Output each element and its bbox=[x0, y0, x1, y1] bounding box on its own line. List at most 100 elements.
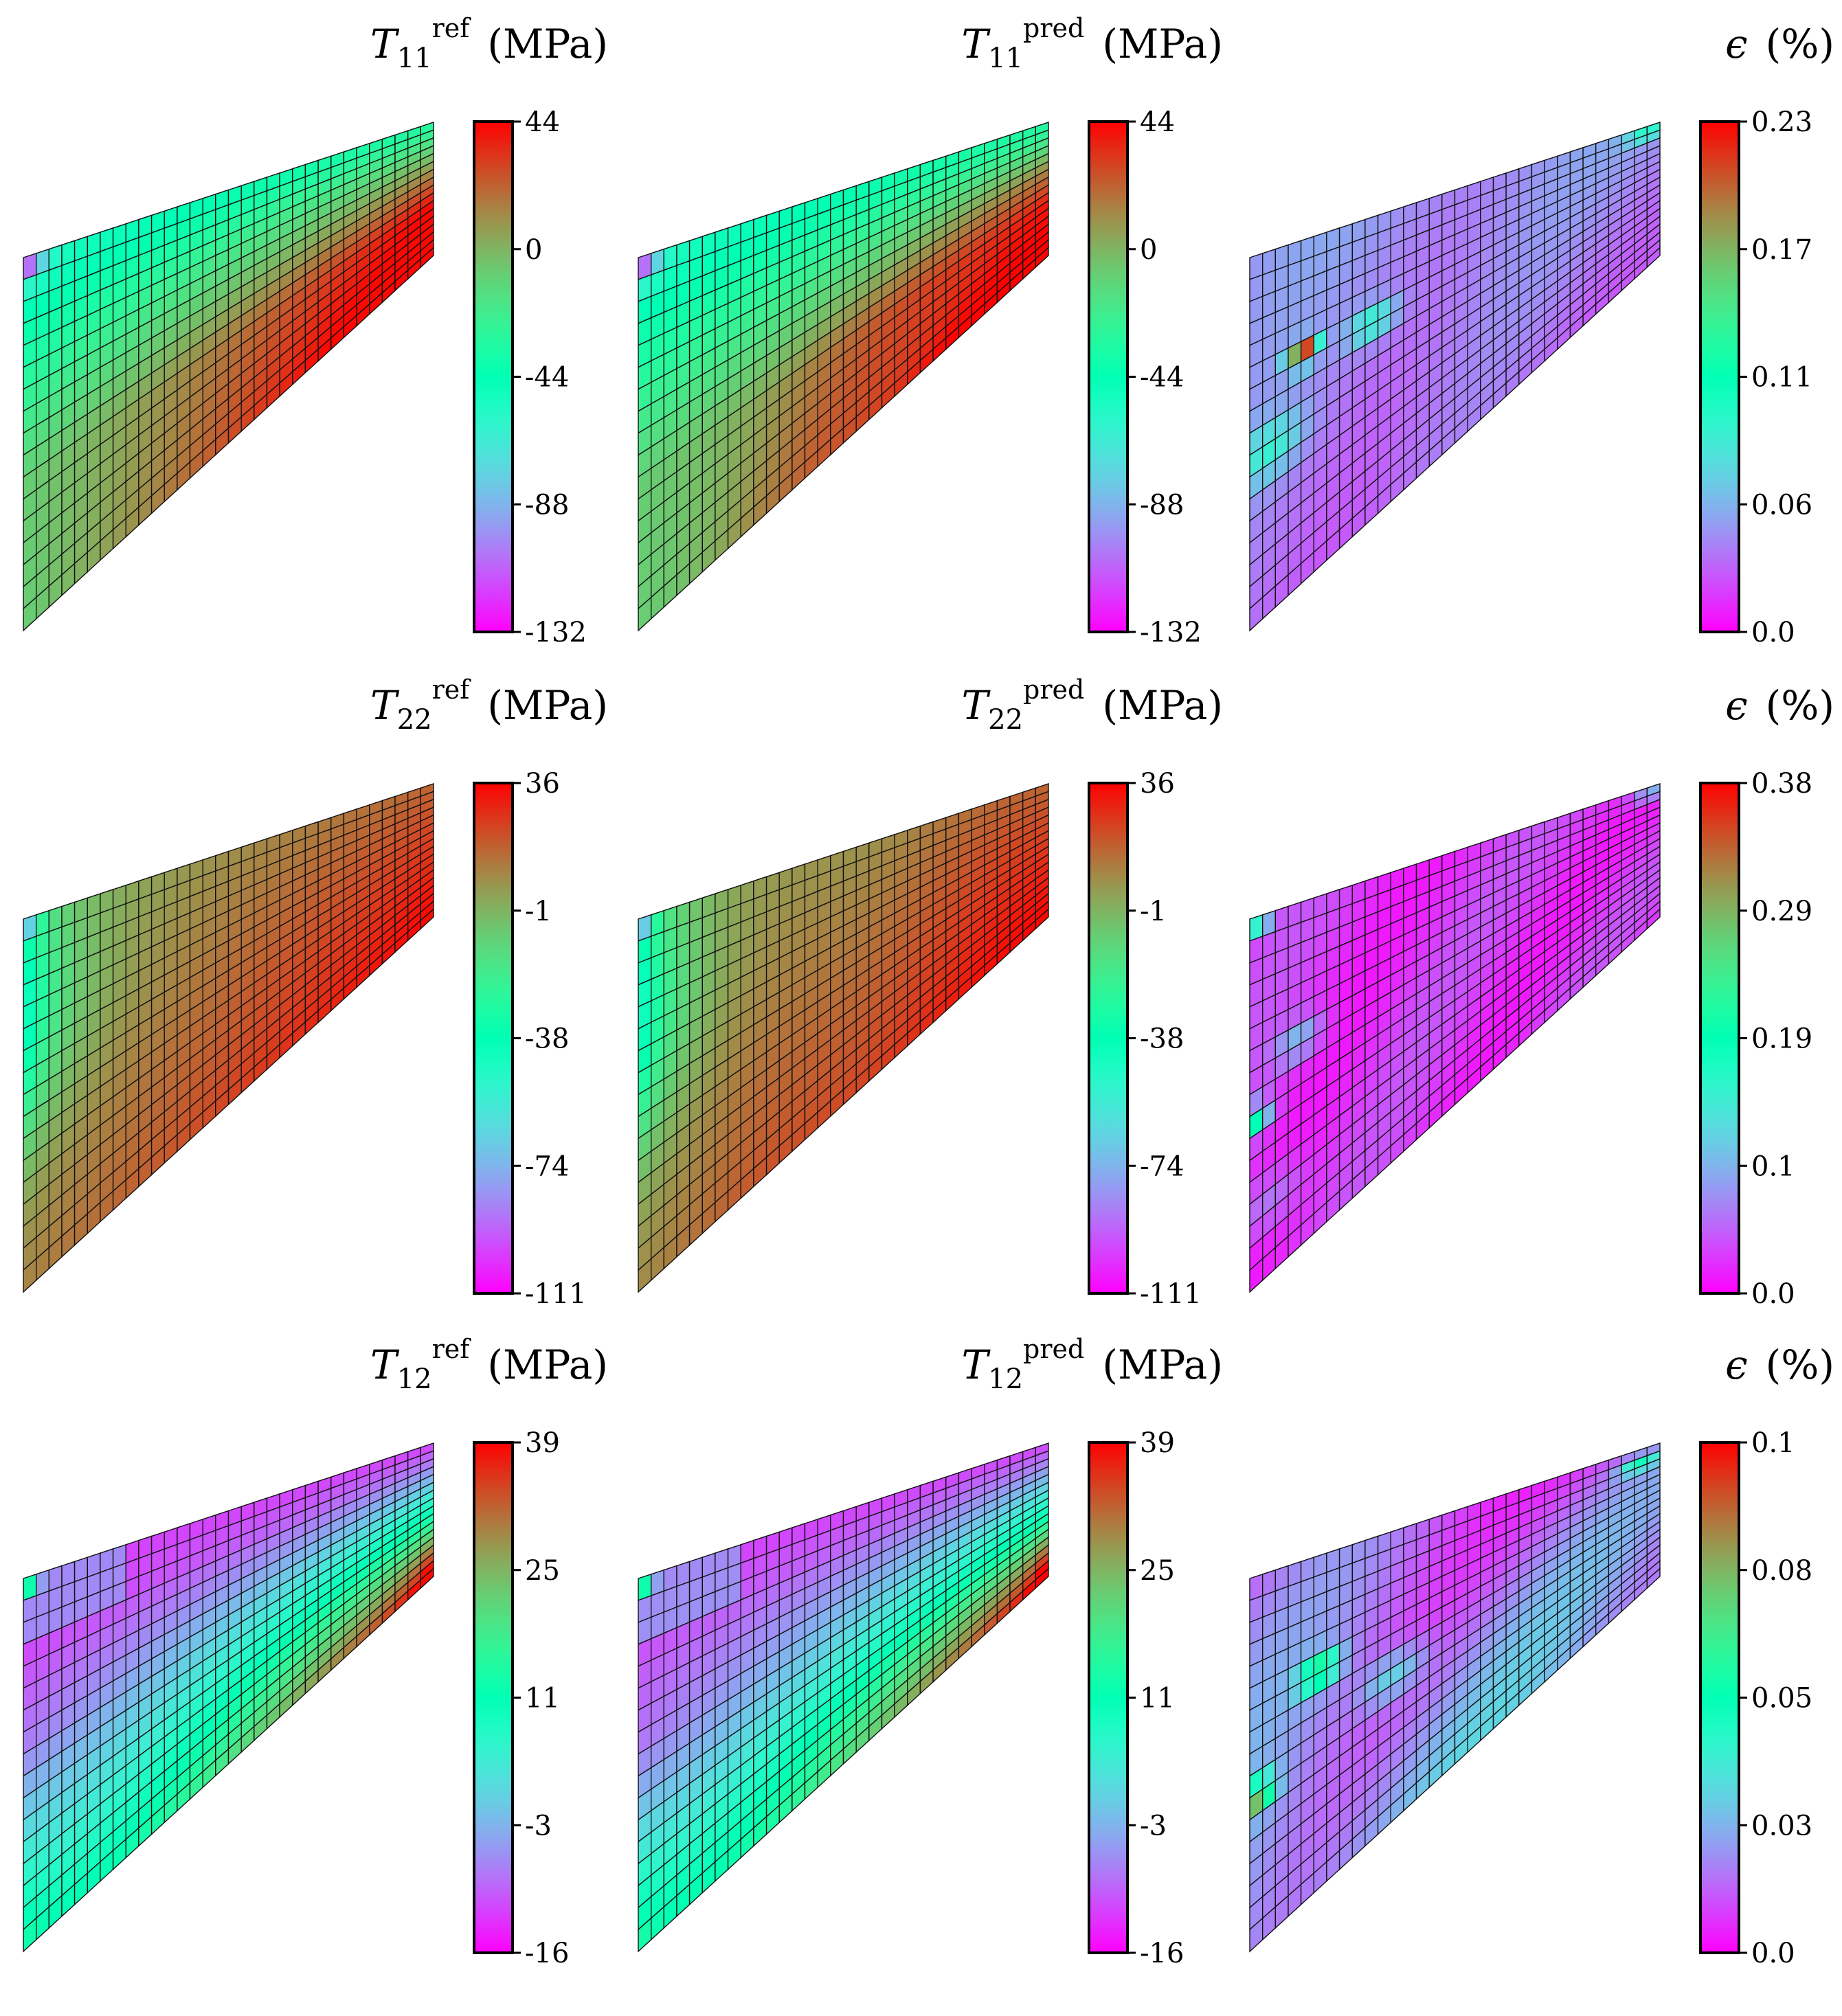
mesh-T11_ref bbox=[23, 122, 434, 632]
mesh-T22_pred bbox=[638, 783, 1049, 1293]
title-symbol: T bbox=[370, 682, 397, 729]
colorbar-tick-label: -44 bbox=[1140, 362, 1184, 394]
mesh-T22_ref bbox=[23, 783, 434, 1293]
mesh-cell bbox=[1646, 247, 1661, 269]
colorbar-T11_pred: 44 0 -44 -88 -132 bbox=[1088, 106, 1202, 648]
title-unit: (MPa) bbox=[487, 21, 608, 67]
colorbar-tick-label: 0 bbox=[525, 234, 542, 266]
colorbar-gradient bbox=[473, 782, 514, 1295]
panel-T22_ref: 36-1-38-74-111 bbox=[23, 768, 587, 1310]
colorbar-tick-label: 0.38 bbox=[1751, 768, 1812, 800]
panel-title: T22ref (MPa) bbox=[370, 675, 608, 736]
colorbar-tick-label: -111 bbox=[1140, 1278, 1202, 1310]
colorbar-tick-label: -16 bbox=[525, 1938, 569, 1969]
panel-title: ϵ (%) bbox=[1725, 21, 1834, 67]
mesh-cell bbox=[420, 247, 434, 269]
colorbar-tick-label: 11 bbox=[1140, 1683, 1175, 1714]
colorbar-tick-label: 44 bbox=[525, 106, 560, 138]
colorbar-tick-label: 0.19 bbox=[1751, 1023, 1812, 1055]
colorbar-err22: 0.380.290.190.10.0 bbox=[1699, 768, 1812, 1310]
title-symbol: T bbox=[961, 1341, 989, 1388]
colorbar-tick-label: -88 bbox=[525, 489, 569, 521]
colorbar-tick-label: -74 bbox=[525, 1151, 569, 1182]
title-superscript: pred bbox=[1023, 13, 1085, 43]
colorbar-tick-label: -3 bbox=[1140, 1810, 1167, 1842]
colorbar-tick-label: 0.1 bbox=[1751, 1151, 1795, 1182]
colorbar-gradient bbox=[1699, 120, 1740, 633]
colorbar-tick-label: 25 bbox=[525, 1555, 560, 1587]
title-subscript: 22 bbox=[396, 704, 432, 736]
title-superscript: ref bbox=[431, 13, 470, 43]
colorbar-gradient bbox=[473, 1441, 514, 1954]
title-subscript: 11 bbox=[396, 43, 432, 74]
panel-err11: 0.230.170.110.060.0 bbox=[1249, 106, 1812, 648]
colorbar-tick-label: 0.06 bbox=[1751, 489, 1812, 521]
mesh-T12_pred bbox=[638, 1442, 1049, 1953]
colorbar-tick-label: -1 bbox=[1140, 896, 1167, 927]
title-superscript: pred bbox=[1023, 675, 1085, 705]
colorbar-tick-label: 36 bbox=[1140, 768, 1175, 800]
mesh-T11_pred bbox=[638, 122, 1049, 632]
mesh-T12_ref bbox=[23, 1442, 434, 1953]
colorbar-tick-label: 0.0 bbox=[1751, 617, 1795, 648]
panel-title: T12pred (MPa) bbox=[961, 1334, 1223, 1395]
mesh-cell bbox=[1035, 1567, 1049, 1589]
title-subscript: 12 bbox=[988, 1363, 1024, 1395]
colorbar-T12_ref: 39 25 11 -3 -16 bbox=[473, 1427, 569, 1969]
colorbar-tick-label: -132 bbox=[1140, 617, 1202, 648]
title-subscript: 11 bbox=[988, 43, 1024, 74]
colorbar-tick-label: 0 bbox=[1140, 234, 1157, 266]
panel-title: T11pred (MPa) bbox=[961, 13, 1223, 74]
panel-err22: 0.380.290.190.10.0 bbox=[1249, 768, 1812, 1310]
mesh-cell bbox=[420, 908, 434, 930]
colorbar-tick-label: -1 bbox=[525, 896, 552, 927]
colorbar-tick-label: -132 bbox=[525, 617, 587, 648]
panel-title: ϵ (%) bbox=[1725, 682, 1834, 729]
colorbar-tick-label: -3 bbox=[525, 1810, 552, 1842]
colorbar-tick-label: 0.17 bbox=[1751, 234, 1812, 266]
panel-title: T22pred (MPa) bbox=[961, 675, 1223, 736]
colorbar-tick-label: 44 bbox=[1140, 106, 1175, 138]
colorbar-tick-label: 39 bbox=[1140, 1427, 1175, 1459]
colorbar-T22_pred: 36 -1 -38 -74 -111 bbox=[1088, 768, 1202, 1310]
mesh-cell bbox=[1646, 908, 1661, 930]
colorbar-tick-label: -74 bbox=[1140, 1151, 1184, 1182]
colorbar-T22_ref: 36-1-38-74-111 bbox=[473, 768, 587, 1310]
title-symbol: T bbox=[961, 682, 989, 729]
title-unit: (%) bbox=[1765, 21, 1834, 67]
panel-T11_pred: 44 0 -44 -88 -132 bbox=[638, 106, 1202, 648]
colorbar-tick-label: -44 bbox=[525, 362, 569, 394]
colorbar-tick-label: 0.23 bbox=[1751, 106, 1812, 138]
mesh-err12 bbox=[1249, 1442, 1661, 1953]
colorbar-tick-label: -38 bbox=[1140, 1023, 1184, 1055]
title-subscript: 22 bbox=[988, 704, 1024, 736]
mesh-cell bbox=[1035, 247, 1049, 269]
title-symbol: T bbox=[961, 21, 989, 67]
title-subscript: 12 bbox=[396, 1363, 432, 1395]
colorbar-tick-label: 0.29 bbox=[1751, 896, 1812, 927]
colorbar-tick-label: -38 bbox=[525, 1023, 569, 1055]
mesh-cell bbox=[420, 1567, 434, 1589]
panel-T12_ref: 39 25 11 -3 -16 bbox=[23, 1427, 569, 1969]
title-unit: (MPa) bbox=[487, 682, 608, 729]
panel-T22_pred: 36 -1 -38 -74 -111 bbox=[638, 768, 1202, 1310]
title-unit: (MPa) bbox=[487, 1341, 608, 1388]
title-symbol: T bbox=[370, 21, 397, 67]
title-symbol: ϵ bbox=[1725, 21, 1748, 67]
colorbar-gradient bbox=[1088, 120, 1129, 633]
colorbar-tick-label: 11 bbox=[525, 1683, 560, 1714]
title-unit: (MPa) bbox=[1102, 682, 1223, 729]
colorbar-gradient bbox=[473, 120, 514, 633]
colorbar-tick-label: -88 bbox=[1140, 489, 1184, 521]
colorbar-err11: 0.230.170.110.060.0 bbox=[1699, 106, 1812, 648]
colorbar-tick-label: 39 bbox=[525, 1427, 560, 1459]
title-superscript: ref bbox=[431, 675, 470, 705]
colorbar-gradient bbox=[1699, 782, 1740, 1295]
title-unit: (%) bbox=[1765, 682, 1834, 729]
colorbar-tick-label: 36 bbox=[525, 768, 560, 800]
colorbar-gradient bbox=[1088, 782, 1129, 1295]
mesh-err11 bbox=[1249, 122, 1661, 632]
